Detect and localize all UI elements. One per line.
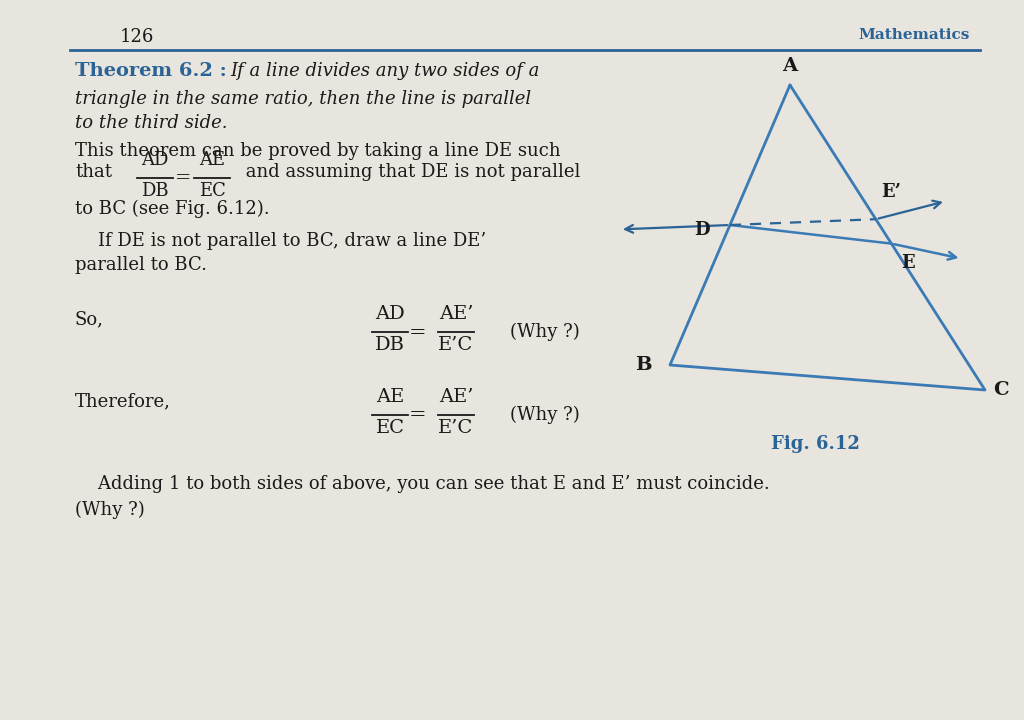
Text: E’C: E’C	[438, 419, 474, 437]
Text: 126: 126	[120, 28, 155, 46]
Text: to the third side.: to the third side.	[75, 114, 227, 132]
Text: AD: AD	[375, 305, 404, 323]
Text: =: =	[410, 405, 427, 425]
Text: and assuming that DE is not parallel: and assuming that DE is not parallel	[240, 163, 581, 181]
Text: E: E	[901, 253, 915, 271]
Text: DB: DB	[141, 182, 169, 200]
Text: If DE is not parallel to BC, draw a line DE’: If DE is not parallel to BC, draw a line…	[75, 232, 486, 250]
Text: AE: AE	[376, 388, 404, 406]
Text: E’C: E’C	[438, 336, 474, 354]
Text: =: =	[175, 169, 191, 187]
Text: Theorem 6.2 :: Theorem 6.2 :	[75, 62, 226, 80]
Text: This theorem can be proved by taking a line DE such: This theorem can be proved by taking a l…	[75, 142, 560, 160]
Text: AE’: AE’	[438, 388, 473, 406]
Text: (Why ?): (Why ?)	[510, 323, 580, 341]
Text: to BC (see Fig. 6.12).: to BC (see Fig. 6.12).	[75, 200, 269, 218]
Text: E’: E’	[881, 183, 901, 201]
Text: AE: AE	[199, 151, 225, 169]
Text: C: C	[993, 381, 1009, 399]
Text: parallel to BC.: parallel to BC.	[75, 256, 207, 274]
Text: So,: So,	[75, 310, 103, 328]
Text: (Why ?): (Why ?)	[510, 406, 580, 424]
Text: EC: EC	[376, 419, 404, 437]
Text: Fig. 6.12: Fig. 6.12	[771, 435, 859, 453]
Text: =: =	[410, 323, 427, 341]
Text: D: D	[694, 221, 710, 239]
Text: triangle in the same ratio, then the line is parallel: triangle in the same ratio, then the lin…	[75, 90, 531, 108]
Text: Therefore,: Therefore,	[75, 392, 171, 410]
Text: AD: AD	[141, 151, 169, 169]
Text: A: A	[782, 57, 798, 75]
Text: If a line divides any two sides of a: If a line divides any two sides of a	[230, 62, 540, 80]
Text: B: B	[635, 356, 652, 374]
Text: Adding 1 to both sides of above, you can see that E and E’ must coincide.: Adding 1 to both sides of above, you can…	[75, 475, 770, 493]
Text: Mathematics: Mathematics	[859, 28, 970, 42]
Text: DB: DB	[375, 336, 406, 354]
Text: that: that	[75, 163, 112, 181]
Text: AE’: AE’	[438, 305, 473, 323]
Text: (Why ?): (Why ?)	[75, 501, 144, 519]
Text: EC: EC	[199, 182, 225, 200]
